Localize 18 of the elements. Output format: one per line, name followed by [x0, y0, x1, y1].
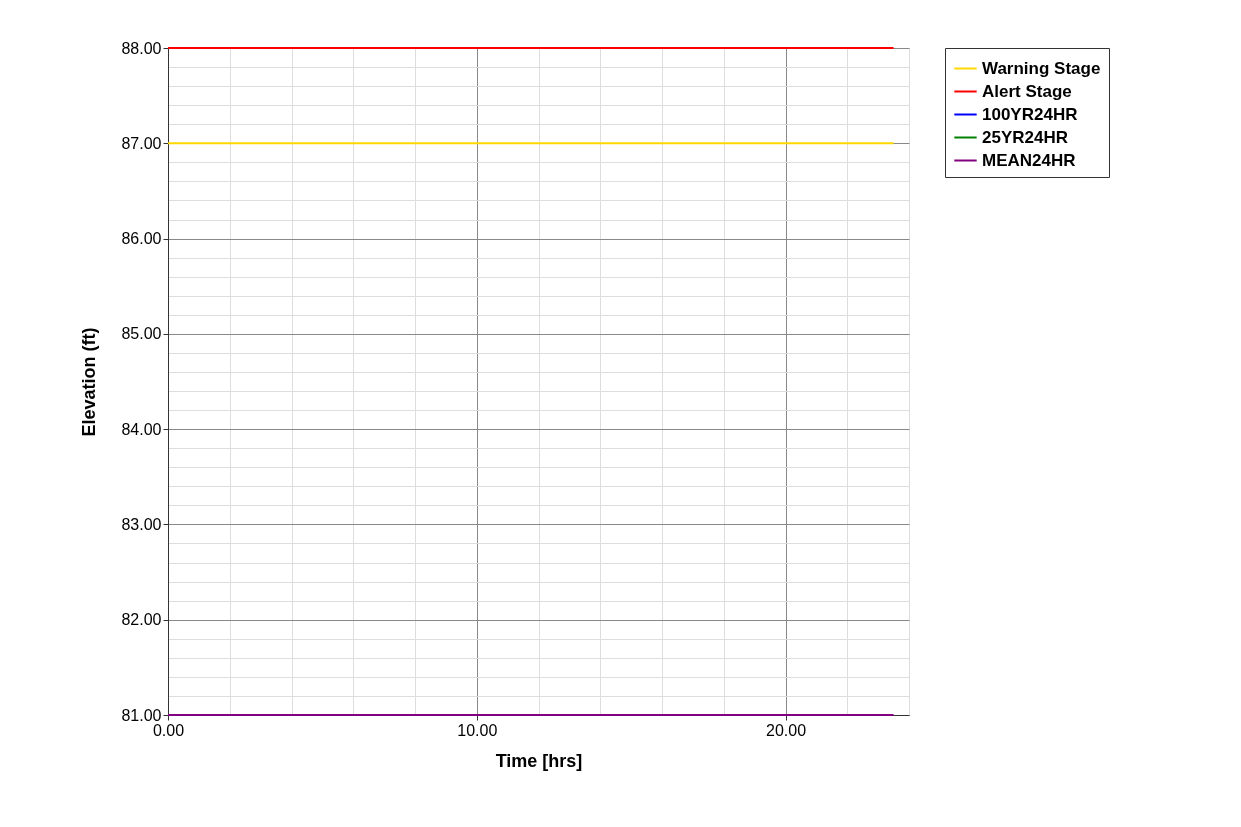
legend-label: 25YR24HR	[982, 127, 1068, 147]
x-tick-label: 20.00	[765, 721, 807, 739]
y-tick-label: 84.00	[121, 420, 162, 438]
y-tick-label: 83.00	[121, 515, 162, 533]
y-tick-label: 85.00	[121, 325, 162, 343]
x-tick-label: 0.00	[152, 721, 185, 739]
x-tick-label: 10.00	[457, 721, 498, 739]
y-axis-title: Elevation (ft)	[79, 327, 100, 437]
legend-label: Warning Stage	[982, 58, 1101, 78]
y-tick-label: 81.00	[121, 706, 162, 724]
legend-label: Alert Stage	[982, 81, 1072, 101]
y-tick-label: 86.00	[121, 230, 162, 248]
x-axis-title: Time [hrs]	[495, 750, 583, 771]
y-tick-label: 88.00	[121, 39, 162, 57]
y-tick-label: 82.00	[121, 611, 162, 629]
legend-label: MEAN24HR	[982, 150, 1076, 170]
y-tick-label: 87.00	[121, 134, 162, 152]
legend-label: 100YR24HR	[982, 104, 1078, 124]
